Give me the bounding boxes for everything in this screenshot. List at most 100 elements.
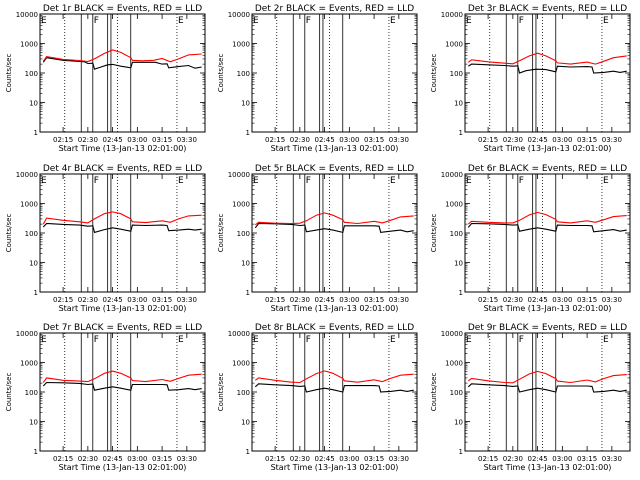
- y-tick-label: 1000: [232, 41, 250, 49]
- panel-det-6: Det 6r BLACK = Events, RED = LLD Counts/s…: [430, 164, 631, 313]
- y-tick-label: 10: [454, 260, 463, 268]
- panel-det-4: Det 4r BLACK = Events, RED = LLD Counts/s…: [5, 164, 206, 313]
- y-tick-label: 1: [34, 448, 38, 456]
- lld-series-line: [254, 212, 414, 226]
- x-tick-label: 02:15: [53, 136, 73, 144]
- y-tick-label: 1000: [445, 360, 463, 368]
- y-tick-label: 1000: [232, 360, 250, 368]
- x-tick-label: 02:30: [290, 455, 310, 463]
- y-axis-label: Counts/sec: [430, 214, 438, 253]
- y-tick-label: 10: [241, 260, 250, 268]
- x-tick-label: 02:45: [103, 296, 123, 304]
- x-tick-label: 02:15: [478, 136, 498, 144]
- y-tick-label: 10: [454, 419, 463, 427]
- panel-det-3: Det 3r BLACK = Events, RED = LLD Counts/s…: [430, 4, 631, 153]
- panel-title: Det 3r BLACK = Events, RED = LLD: [468, 4, 627, 14]
- panel-title: Det 5r BLACK = Events, RED = LLD: [255, 164, 414, 174]
- event-marker-label: E: [178, 176, 184, 186]
- x-tick-label: 03:00: [339, 455, 359, 463]
- x-tick-label: 03:30: [602, 296, 622, 304]
- y-tick-label: 10: [241, 419, 250, 427]
- x-tick-label: 03:15: [152, 455, 172, 463]
- x-tick-label: 02:45: [103, 136, 123, 144]
- x-tick-label: 02:45: [528, 136, 548, 144]
- y-tick-label: 1: [34, 289, 38, 297]
- plot-frame: [464, 13, 631, 133]
- panel-det-7: Det 7r BLACK = Events, RED = LLD Counts/s…: [5, 323, 206, 472]
- plot-frame: [39, 173, 206, 293]
- event-marker-label: E: [390, 16, 396, 26]
- plot-frame: [251, 173, 418, 293]
- x-tick-label: 02:15: [53, 455, 73, 463]
- x-axis-label: Start Time (13-Jan-13 02:01:00): [484, 144, 612, 153]
- panel-det-8: Det 8r BLACK = Events, RED = LLD Counts/s…: [217, 323, 418, 472]
- events-series-line: [254, 222, 414, 234]
- x-tick-label: 03:15: [152, 296, 172, 304]
- lld-series-line: [42, 211, 202, 225]
- event-marker-label: F: [94, 16, 99, 26]
- event-marker-label: F: [306, 335, 311, 345]
- event-marker-label: F: [519, 16, 524, 26]
- x-tick-label: 03:00: [552, 136, 572, 144]
- y-axis-label: Counts/sec: [217, 54, 225, 93]
- y-axis-label: Counts/sec: [217, 214, 225, 253]
- event-marker-label: E: [253, 16, 259, 26]
- x-tick-label: 02:15: [265, 455, 285, 463]
- y-tick-label: 100: [450, 389, 463, 397]
- y-tick-label: 10000: [16, 330, 38, 338]
- x-tick-label: 02:15: [53, 296, 73, 304]
- x-tick-label: 03:30: [389, 296, 409, 304]
- events-series-line: [467, 222, 627, 233]
- y-axis-label: Counts/sec: [430, 54, 438, 93]
- x-tick-label: 02:45: [528, 455, 548, 463]
- event-marker-label: E: [178, 335, 184, 345]
- y-tick-label: 100: [237, 70, 250, 78]
- x-tick-label: 03:00: [339, 296, 359, 304]
- y-tick-label: 10000: [228, 171, 250, 179]
- x-axis-label: Start Time (13-Jan-13 02:01:00): [59, 304, 187, 313]
- panel-title: Det 9r BLACK = Events, RED = LLD: [468, 323, 627, 333]
- x-tick-label: 03:30: [602, 455, 622, 463]
- events-series-line: [42, 381, 202, 391]
- event-marker-label: E: [603, 176, 609, 186]
- x-tick-label: 03:00: [127, 136, 147, 144]
- y-tick-label: 100: [450, 70, 463, 78]
- event-marker-label: E: [603, 335, 609, 345]
- event-marker-label: E: [253, 176, 259, 186]
- y-tick-label: 10000: [441, 171, 463, 179]
- x-tick-label: 02:30: [290, 296, 310, 304]
- x-tick-label: 02:45: [103, 455, 123, 463]
- plot-frame: [39, 13, 206, 133]
- y-tick-label: 10: [454, 100, 463, 108]
- y-tick-label: 10000: [228, 11, 250, 19]
- plot-frame: [251, 13, 418, 133]
- events-series-line: [468, 63, 627, 74]
- x-tick-label: 03:30: [389, 136, 409, 144]
- events-series-line: [254, 383, 414, 393]
- y-tick-label: 100: [25, 70, 38, 78]
- event-marker-label: E: [253, 335, 259, 345]
- y-tick-label: 10000: [441, 11, 463, 19]
- panel-det-5: Det 5r BLACK = Events, RED = LLD Counts/s…: [217, 164, 418, 313]
- y-tick-label: 100: [25, 389, 38, 397]
- event-marker-label: F: [306, 176, 311, 186]
- x-tick-label: 02:45: [315, 455, 335, 463]
- event-marker-label: E: [41, 335, 47, 345]
- y-tick-label: 1: [246, 448, 250, 456]
- lld-series-line: [467, 211, 627, 225]
- y-axis-label: Counts/sec: [5, 373, 13, 412]
- x-axis-label: Start Time (13-Jan-13 02:01:00): [484, 304, 612, 313]
- lld-series-line: [42, 370, 202, 383]
- lld-series-line: [42, 49, 202, 63]
- y-tick-label: 10: [241, 100, 250, 108]
- x-tick-label: 03:00: [127, 296, 147, 304]
- x-tick-label: 03:00: [127, 455, 147, 463]
- x-tick-label: 03:15: [577, 455, 597, 463]
- x-tick-label: 02:15: [478, 296, 498, 304]
- x-tick-label: 02:15: [478, 455, 498, 463]
- x-tick-label: 03:00: [552, 296, 572, 304]
- x-tick-label: 03:30: [602, 136, 622, 144]
- y-tick-label: 1000: [20, 41, 38, 49]
- y-tick-label: 10: [29, 419, 38, 427]
- x-axis-label: Start Time (13-Jan-13 02:01:00): [271, 144, 399, 153]
